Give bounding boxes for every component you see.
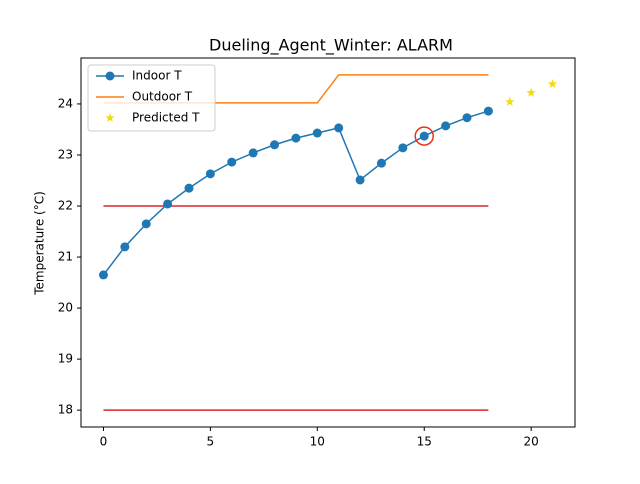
data-point xyxy=(462,113,472,123)
legend-box xyxy=(87,64,216,132)
y-tick-label: 19 xyxy=(58,352,73,366)
x-tick-label: 5 xyxy=(207,435,215,449)
y-tick-label: 24 xyxy=(58,96,73,110)
y-tick-label: 20 xyxy=(58,301,73,315)
data-point xyxy=(184,183,194,193)
x-tick-label: 0 xyxy=(100,435,108,449)
data-point xyxy=(98,270,108,280)
data-point xyxy=(120,242,130,252)
data-point xyxy=(376,158,386,168)
predicted-point xyxy=(526,87,536,97)
legend-marker xyxy=(105,113,115,123)
y-tick-label: 18 xyxy=(58,403,73,417)
data-point xyxy=(441,121,451,131)
y-tick-label: 22 xyxy=(58,199,73,213)
data-point xyxy=(312,128,322,138)
data-point xyxy=(334,123,344,133)
predicted-point xyxy=(505,96,515,106)
chart-title: Dueling_Agent_Winter: ALARM xyxy=(209,36,453,56)
data-point xyxy=(483,106,493,116)
x-tick-label: 20 xyxy=(524,435,539,449)
data-point xyxy=(227,157,237,167)
legend-label: Indoor T xyxy=(132,69,182,83)
axes-frame xyxy=(80,57,576,428)
x-tick-label: 10 xyxy=(310,435,325,449)
legend-marker xyxy=(105,71,115,81)
data-point xyxy=(398,143,408,153)
data-point xyxy=(291,133,301,143)
y-tick-label: 23 xyxy=(58,147,73,161)
data-point xyxy=(355,175,365,185)
predicted-point xyxy=(547,79,558,89)
alarm-marker xyxy=(414,126,434,146)
data-point xyxy=(270,140,280,150)
legend-label: Predicted T xyxy=(132,111,200,125)
data-point xyxy=(163,199,173,209)
data-point xyxy=(205,169,215,179)
y-axis-label: Temperature (°C) xyxy=(33,191,47,296)
data-point xyxy=(419,131,429,141)
data-point xyxy=(141,219,151,229)
legend-label: Outdoor T xyxy=(132,90,193,104)
x-tick-label: 15 xyxy=(417,435,432,449)
data-point xyxy=(248,148,258,158)
y-tick-label: 21 xyxy=(58,250,73,264)
legend: Indoor T Outdoor T Predicted T xyxy=(87,64,216,132)
